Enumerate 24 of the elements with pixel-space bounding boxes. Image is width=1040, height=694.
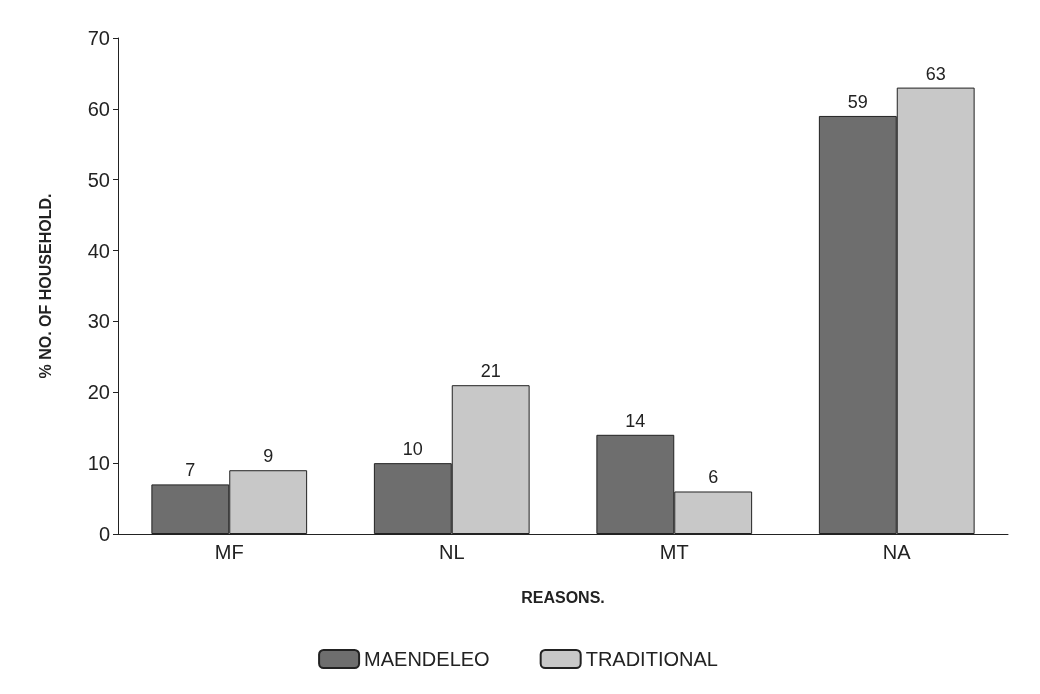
data-label: 6 bbox=[708, 467, 719, 488]
legend-label: MAENDELEO bbox=[364, 648, 490, 670]
data-label: 7 bbox=[185, 460, 196, 481]
data-label: 10 bbox=[402, 439, 423, 460]
x-axis-title: REASONS. bbox=[521, 588, 605, 606]
y-tick-label: 0 bbox=[98, 523, 110, 545]
data-label: 9 bbox=[263, 446, 274, 467]
y-tick-label: 10 bbox=[87, 452, 110, 475]
y-tick-label: 60 bbox=[87, 97, 110, 120]
data-label: 63 bbox=[925, 63, 946, 84]
y-tick-label: 50 bbox=[87, 168, 110, 191]
data-label: 21 bbox=[480, 361, 501, 382]
legend-label: TRADITIONAL bbox=[585, 648, 718, 670]
data-label: 59 bbox=[847, 91, 868, 112]
data-label: 14 bbox=[625, 410, 646, 431]
x-tick-label: MF bbox=[214, 541, 244, 563]
y-tick-label: 20 bbox=[87, 381, 110, 404]
y-axis-title: % NO. OF HOUSEHOLD. bbox=[36, 193, 54, 379]
y-tick-label: 40 bbox=[87, 239, 110, 262]
x-tick-label: NL bbox=[438, 541, 465, 563]
y-tick-label: 70 bbox=[87, 27, 110, 49]
x-tick-label: NA bbox=[882, 541, 912, 563]
y-tick-label: 30 bbox=[87, 310, 110, 333]
x-tick-label: MT bbox=[659, 541, 689, 563]
